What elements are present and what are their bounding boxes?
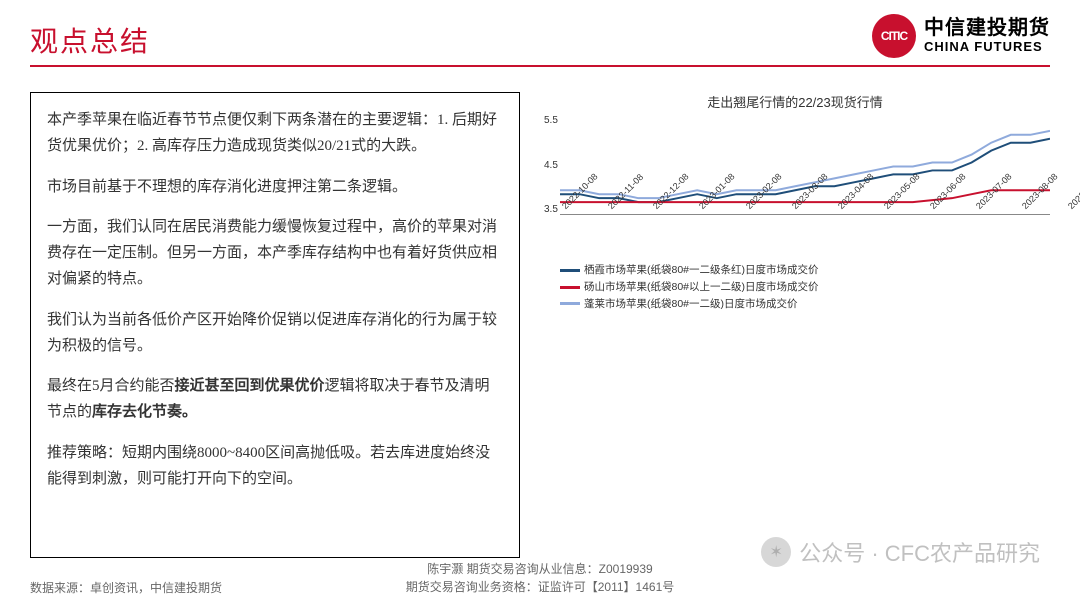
logo-en: CHINA FUTURES [924, 40, 1050, 55]
header-divider [30, 65, 1050, 67]
legend-label: 砀山市场苹果(纸袋80#以上一二级)日度市场成交价 [584, 279, 819, 296]
logo-icon: CITIC [872, 14, 916, 58]
x-tick: 2023-09-08 [1066, 171, 1080, 211]
chart-title: 走出翘尾行情的22/23现货行情 [540, 92, 1050, 111]
summary-p3: 一方面，我们认同在居民消费能力缓慢恢复过程中，高价的苹果对消费存在一定压制。但另… [47, 214, 503, 293]
summary-textbox: 本产季苹果在临近春节节点便仅剩下两条潜在的主要逻辑：1. 后期好货优果优价；2.… [30, 92, 520, 558]
wechat-icon: ✶ [761, 537, 791, 567]
logo-cn: 中信建投期货 [924, 17, 1050, 40]
summary-p5: 最终在5月合约能否接近甚至回到优果优价逻辑将取决于春节及清明节点的库存去化节奏。 [47, 373, 503, 426]
summary-p4: 我们认为当前各低价产区开始降价促销以促进库存消化的行为属于较为积极的信号。 [47, 307, 503, 360]
watermark-text: 公众号 · CFC农产品研究 [799, 536, 1040, 568]
summary-p2: 市场目前基于不理想的库存消化进度押注第二条逻辑。 [47, 174, 503, 200]
legend-row: 砀山市场苹果(纸袋80#以上一二级)日度市场成交价 [560, 279, 819, 296]
legend-row: 栖霞市场苹果(纸袋80#一二级条红)日度市场成交价 [560, 262, 819, 279]
footer-license: 陈宇灏 期货交易咨询从业信息：Z0019939 期货交易咨询业务资格：证监许可【… [406, 560, 675, 596]
chart-legend: 栖霞市场苹果(纸袋80#一二级条红)日度市场成交价砀山市场苹果(纸袋80#以上一… [560, 262, 819, 312]
spot-price-chart: 走出翘尾行情的22/23现货行情 5.5 4.5 3.5 2022-10-08202… [540, 92, 1050, 558]
legend-swatch [560, 286, 580, 289]
summary-p5a: 最终在5月合约能否 [47, 378, 175, 394]
brand-logo: CITIC 中信建投期货 CHINA FUTURES [872, 14, 1050, 58]
legend-row: 蓬莱市场苹果(纸袋80#一二级)日度市场成交价 [560, 296, 819, 313]
legend-swatch [560, 269, 580, 272]
footer-line1: 陈宇灏 期货交易咨询从业信息：Z0019939 [406, 560, 675, 578]
summary-p5-em1: 接近甚至回到优果优价 [175, 378, 325, 394]
legend-label: 栖霞市场苹果(纸袋80#一二级条红)日度市场成交价 [584, 262, 819, 279]
y-tick: 3.5 [544, 204, 558, 215]
chart-x-axis: 2022-10-082022-11-082022-12-082023-01-08… [560, 192, 1050, 202]
logo-text: 中信建投期货 CHINA FUTURES [924, 17, 1050, 55]
watermark: ✶ 公众号 · CFC农产品研究 [761, 536, 1040, 568]
y-tick: 5.5 [544, 115, 558, 126]
y-tick: 4.5 [544, 160, 558, 171]
chart-y-axis: 5.5 4.5 3.5 [544, 115, 558, 215]
legend-swatch [560, 302, 580, 305]
footer-source: 数据来源：卓创资讯，中信建投期货 [30, 579, 222, 596]
summary-p6: 推荐策略：短期内围绕8000~8400区间高抛低吸。若去库进度始终没能得到刺激，… [47, 440, 503, 493]
summary-p1: 本产季苹果在临近春节节点便仅剩下两条潜在的主要逻辑：1. 后期好货优果优价；2.… [47, 107, 503, 160]
footer-line2: 期货交易咨询业务资格：证监许可【2011】1461号 [406, 578, 675, 596]
legend-label: 蓬莱市场苹果(纸袋80#一二级)日度市场成交价 [584, 296, 798, 313]
summary-p5-em2: 库存去化节奏。 [92, 404, 197, 420]
